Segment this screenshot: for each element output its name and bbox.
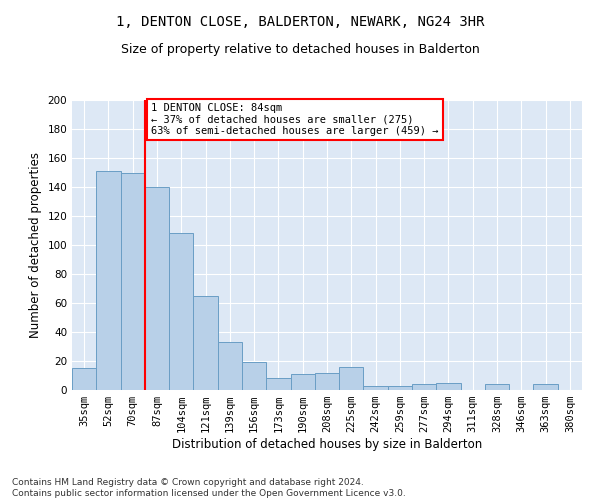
Bar [290,374,315,390]
X-axis label: Distribution of detached houses by size in Balderton: Distribution of detached houses by size … [172,438,482,451]
Text: 1, DENTON CLOSE, BALDERTON, NEWARK, NG24 3HR: 1, DENTON CLOSE, BALDERTON, NEWARK, NG24… [116,15,484,29]
Bar [121,172,145,390]
Bar [218,342,242,390]
Bar [339,367,364,390]
Bar [412,384,436,390]
Bar [533,384,558,390]
Text: Contains HM Land Registry data © Crown copyright and database right 2024.
Contai: Contains HM Land Registry data © Crown c… [12,478,406,498]
Bar [72,368,96,390]
Bar [169,234,193,390]
Y-axis label: Number of detached properties: Number of detached properties [29,152,42,338]
Bar [193,296,218,390]
Bar [242,362,266,390]
Bar [485,384,509,390]
Bar [364,386,388,390]
Bar [388,386,412,390]
Text: Size of property relative to detached houses in Balderton: Size of property relative to detached ho… [121,42,479,56]
Bar [145,187,169,390]
Bar [436,383,461,390]
Bar [266,378,290,390]
Bar [96,171,121,390]
Bar [315,372,339,390]
Text: 1 DENTON CLOSE: 84sqm
← 37% of detached houses are smaller (275)
63% of semi-det: 1 DENTON CLOSE: 84sqm ← 37% of detached … [151,103,439,136]
